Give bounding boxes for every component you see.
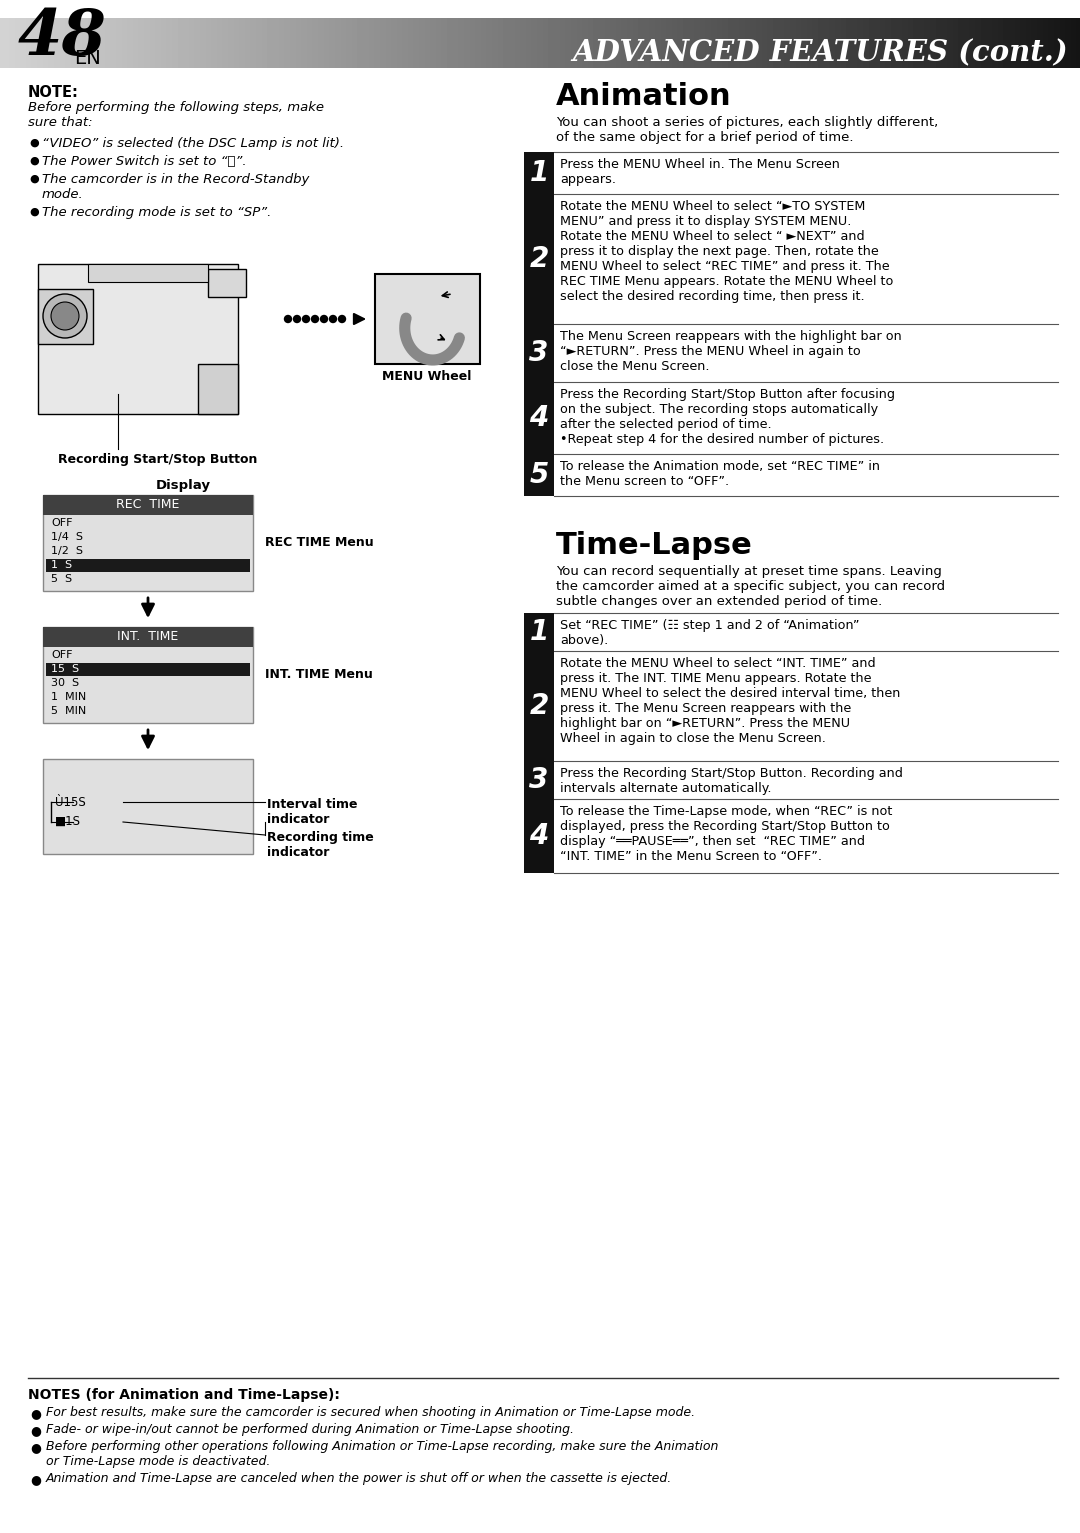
- Text: 4: 4: [529, 822, 549, 849]
- Text: 5  S: 5 S: [51, 573, 72, 584]
- Circle shape: [51, 302, 79, 330]
- Text: 1/4  S: 1/4 S: [51, 532, 83, 543]
- Bar: [46, 560, 249, 572]
- Bar: [87, 264, 208, 282]
- Text: The Power Switch is set to “ⓜ”.: The Power Switch is set to “ⓜ”.: [42, 155, 246, 169]
- Text: Before performing the following steps, make
sure that:: Before performing the following steps, m…: [28, 101, 324, 129]
- Text: INT.  TIME: INT. TIME: [118, 630, 178, 644]
- Text: Fade- or wipe-in/out cannot be performed during Animation or Time-Lapse shooting: Fade- or wipe-in/out cannot be performed…: [46, 1423, 573, 1436]
- Text: The camcorder is in the Record-Standby
mode.: The camcorder is in the Record-Standby m…: [42, 173, 309, 201]
- Text: “VIDEO” is selected (the DSC Lamp is not lit).: “VIDEO” is selected (the DSC Lamp is not…: [42, 136, 345, 150]
- Bar: [46, 662, 249, 676]
- Circle shape: [302, 316, 310, 322]
- Text: For best results, make sure the camcorder is secured when shooting in Animation : For best results, make sure the camcorde…: [46, 1406, 696, 1420]
- Text: NOTES (for Animation and Time-Lapse):: NOTES (for Animation and Time-Lapse):: [28, 1387, 340, 1403]
- Text: 4: 4: [529, 405, 549, 432]
- Bar: [524, 152, 554, 195]
- Text: You can shoot a series of pictures, each slightly different,
of the same object : You can shoot a series of pictures, each…: [556, 117, 939, 144]
- Bar: [38, 264, 238, 414]
- Text: 3: 3: [529, 766, 549, 794]
- Text: Animation and Time-Lapse are canceled when the power is shut off or when the cas: Animation and Time-Lapse are canceled wh…: [46, 1472, 672, 1485]
- Bar: [524, 195, 554, 323]
- Text: Rotate the MENU Wheel to select “►TO SYSTEM
MENU” and press it to display SYSTEM: Rotate the MENU Wheel to select “►TO SYS…: [561, 199, 893, 304]
- Circle shape: [338, 316, 346, 322]
- Bar: [43, 627, 253, 724]
- Text: INT. TIME Menu: INT. TIME Menu: [265, 668, 373, 682]
- Text: 1: 1: [529, 618, 549, 645]
- Bar: [208, 268, 246, 297]
- Bar: [524, 613, 554, 652]
- Circle shape: [43, 294, 87, 337]
- Text: Set “REC TIME” (☷ step 1 and 2 of “Animation”
above).: Set “REC TIME” (☷ step 1 and 2 of “Anima…: [561, 619, 860, 647]
- Text: Press the Recording Start/Stop Button after focusing
on the subject. The recordi: Press the Recording Start/Stop Button af…: [561, 388, 895, 446]
- Text: OFF: OFF: [51, 650, 72, 661]
- Text: To release the Time-Lapse mode, when “REC” is not
displayed, press the Recording: To release the Time-Lapse mode, when “RE…: [561, 805, 892, 863]
- Bar: [43, 495, 253, 515]
- Circle shape: [311, 316, 319, 322]
- Text: Animation: Animation: [556, 81, 731, 110]
- Text: Before performing other operations following Animation or Time-Lapse recording, : Before performing other operations follo…: [46, 1439, 718, 1469]
- Text: Interval time
indicator: Interval time indicator: [267, 799, 357, 826]
- Text: ●: ●: [30, 1441, 41, 1453]
- Text: Time-Lapse: Time-Lapse: [556, 530, 753, 560]
- Circle shape: [284, 316, 292, 322]
- Text: The recording mode is set to “SP”.: The recording mode is set to “SP”.: [42, 205, 271, 219]
- Text: 1/2  S: 1/2 S: [51, 546, 83, 556]
- Text: ●: ●: [29, 138, 39, 149]
- Text: ■1S: ■1S: [55, 816, 81, 828]
- Text: REC TIME Menu: REC TIME Menu: [265, 537, 374, 549]
- Text: ●: ●: [30, 1473, 41, 1485]
- Bar: [43, 759, 253, 854]
- Bar: [524, 652, 554, 760]
- Bar: [198, 363, 238, 414]
- Text: ADVANCED FEATURES (cont.): ADVANCED FEATURES (cont.): [572, 38, 1068, 67]
- Text: MENU Wheel: MENU Wheel: [382, 369, 472, 383]
- Text: REC  TIME: REC TIME: [117, 498, 179, 512]
- Text: EN: EN: [75, 49, 100, 67]
- Text: Rotate the MENU Wheel to select “INT. TIME” and
press it. The INT. TIME Menu app: Rotate the MENU Wheel to select “INT. TI…: [561, 658, 901, 745]
- Bar: [524, 454, 554, 497]
- Text: 1: 1: [529, 159, 549, 187]
- Text: Recording Start/Stop Button: Recording Start/Stop Button: [58, 452, 257, 466]
- Text: The Menu Screen reappears with the highlight bar on
“►RETURN”. Press the MENU Wh: The Menu Screen reappears with the highl…: [561, 330, 902, 373]
- Text: ●: ●: [29, 175, 39, 184]
- Text: To release the Animation mode, set “REC TIME” in
the Menu screen to “OFF”.: To release the Animation mode, set “REC …: [561, 460, 880, 487]
- Text: NOTE:: NOTE:: [28, 84, 79, 100]
- Text: 30  S: 30 S: [51, 678, 79, 688]
- Text: Display: Display: [156, 478, 211, 492]
- Text: 5  MIN: 5 MIN: [51, 707, 86, 716]
- Text: ●: ●: [30, 1424, 41, 1436]
- Circle shape: [294, 316, 300, 322]
- Bar: [38, 290, 93, 343]
- Bar: [524, 382, 554, 454]
- Text: Ù15S: Ù15S: [55, 796, 85, 809]
- Bar: [524, 323, 554, 382]
- Text: ●: ●: [30, 1407, 41, 1420]
- Text: Recording time
indicator: Recording time indicator: [267, 831, 374, 858]
- Bar: [375, 274, 480, 363]
- Text: ●: ●: [29, 207, 39, 218]
- Text: 1  MIN: 1 MIN: [51, 691, 86, 702]
- Bar: [524, 760, 554, 799]
- Text: 5: 5: [529, 461, 549, 489]
- Text: ●: ●: [29, 156, 39, 166]
- Text: You can record sequentially at preset time spans. Leaving
the camcorder aimed at: You can record sequentially at preset ti…: [556, 566, 945, 609]
- Text: Press the MENU Wheel in. The Menu Screen
appears.: Press the MENU Wheel in. The Menu Screen…: [561, 158, 840, 185]
- Text: 48: 48: [18, 6, 107, 67]
- Text: 3: 3: [529, 339, 549, 366]
- Text: 2: 2: [529, 691, 549, 721]
- Circle shape: [329, 316, 337, 322]
- Text: 15  S: 15 S: [51, 664, 79, 675]
- Bar: [43, 627, 253, 647]
- Bar: [524, 799, 554, 872]
- Bar: [43, 495, 253, 592]
- Text: 1  S: 1 S: [51, 560, 72, 570]
- Text: 2: 2: [529, 245, 549, 273]
- Text: OFF: OFF: [51, 518, 72, 527]
- Text: Press the Recording Start/Stop Button. Recording and
intervals alternate automat: Press the Recording Start/Stop Button. R…: [561, 766, 903, 796]
- Circle shape: [321, 316, 327, 322]
